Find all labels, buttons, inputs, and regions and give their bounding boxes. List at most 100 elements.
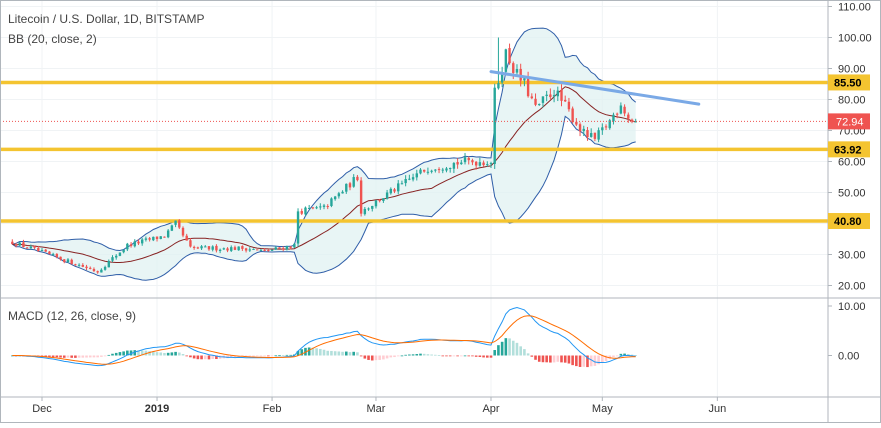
candle-body <box>604 126 608 128</box>
level-tag-label: 40.80 <box>834 216 862 228</box>
level-tag-bg <box>828 74 870 91</box>
macd-histogram-bar <box>333 351 337 356</box>
candle-body <box>445 168 448 171</box>
macd-histogram-bar <box>81 355 85 358</box>
macd-histogram-bar <box>385 355 389 359</box>
macd-histogram-bar <box>370 355 374 361</box>
candle-body <box>456 162 459 165</box>
macd-histogram-bar <box>226 355 229 359</box>
candles <box>11 37 637 274</box>
candle-body <box>289 246 292 248</box>
candle-body <box>170 225 174 231</box>
candle-body <box>319 206 322 208</box>
macd-histogram-bar <box>363 355 367 359</box>
candle-body <box>189 240 192 247</box>
candle-body <box>25 247 29 249</box>
macd-histogram-bar <box>215 355 218 360</box>
candle-body <box>118 252 122 256</box>
candle-body <box>259 249 263 251</box>
macd-histogram-bar <box>44 355 48 357</box>
candle-body <box>100 269 103 273</box>
macd-histogram-bar <box>163 352 166 356</box>
time-tick-label: Jun <box>708 403 726 415</box>
macd-histogram-bar <box>534 355 537 360</box>
macd-tick-label: 0.00 <box>838 351 859 363</box>
candle-body <box>33 246 36 248</box>
candle-body <box>367 208 370 210</box>
macd-histogram-bar <box>159 352 163 356</box>
candle-body <box>185 235 188 241</box>
macd-histogram-bar <box>337 351 341 356</box>
candle-body <box>174 220 177 225</box>
candle-body <box>408 178 411 180</box>
candle-body <box>471 160 474 163</box>
candle-body <box>77 264 81 266</box>
candle-body <box>211 246 214 250</box>
macd-histogram-bar <box>597 355 600 365</box>
candle-body <box>281 248 285 250</box>
candle-body <box>237 246 240 251</box>
chart-title: Litecoin / U.S. Dollar, 1D, BITSTAMP <box>8 12 205 26</box>
time-tick-label: 2019 <box>145 403 169 415</box>
macd-histogram-bar <box>152 351 155 356</box>
candle-body <box>330 198 333 207</box>
candle-body <box>504 49 508 72</box>
macd-histogram-bar <box>200 355 203 360</box>
candle-body <box>74 264 77 266</box>
candle-body <box>137 241 140 244</box>
candle-body <box>311 207 315 209</box>
macd-histogram-bar <box>593 355 597 366</box>
macd-histogram-bar <box>140 350 144 356</box>
macd-histogram-bar <box>630 354 634 356</box>
candle-body <box>423 169 426 172</box>
candle-body <box>601 127 604 131</box>
macd-histogram-bar <box>615 355 619 357</box>
candle-body <box>567 101 571 110</box>
macd-histogram-bar <box>88 355 92 358</box>
candle-body <box>152 236 155 241</box>
macd-histogram-bar <box>552 355 556 363</box>
candle-body <box>393 189 396 192</box>
macd-histogram-bar <box>623 353 626 356</box>
candle-body <box>215 245 218 251</box>
candle-body <box>426 171 430 173</box>
candle-body <box>374 200 378 207</box>
candle-body <box>159 236 162 239</box>
macd-histogram-bar <box>374 355 378 361</box>
candle-body <box>196 247 200 249</box>
candle-body <box>578 124 582 132</box>
macd-histogram-bar <box>74 355 77 358</box>
level-tag-label: 63.92 <box>834 144 862 156</box>
macd-histogram-bar <box>445 355 448 357</box>
candle-body <box>534 98 537 105</box>
candle-body <box>222 248 226 250</box>
macd-histogram-bar <box>393 355 396 358</box>
macd-histogram-bar <box>122 351 125 356</box>
macd-histogram-bar <box>207 355 211 360</box>
macd-histogram-bar <box>51 355 55 357</box>
macd-signal-line <box>12 315 636 365</box>
candle-body <box>630 119 634 122</box>
candle-body <box>133 241 136 247</box>
macd-histogram-bar <box>326 350 330 356</box>
macd-histogram-bar <box>348 352 352 356</box>
candle-body <box>40 250 44 252</box>
current-price-tag-label: 72.94 <box>836 116 864 128</box>
candle-body <box>14 244 18 246</box>
candle-body <box>126 243 129 250</box>
macd-histogram-bar <box>244 355 248 357</box>
macd-histogram-bar <box>96 355 99 358</box>
candle-body <box>11 241 14 245</box>
candle-body <box>400 183 404 185</box>
candle-body <box>552 95 556 97</box>
macd-histogram-bar <box>203 355 207 360</box>
macd-histogram-bar <box>263 355 266 357</box>
candle-body <box>226 248 229 251</box>
macd-histogram-bar <box>170 352 174 356</box>
macd-histogram-bar <box>126 350 129 356</box>
candle-body <box>430 170 433 172</box>
candle-body <box>448 167 452 169</box>
candle-body <box>512 63 515 73</box>
